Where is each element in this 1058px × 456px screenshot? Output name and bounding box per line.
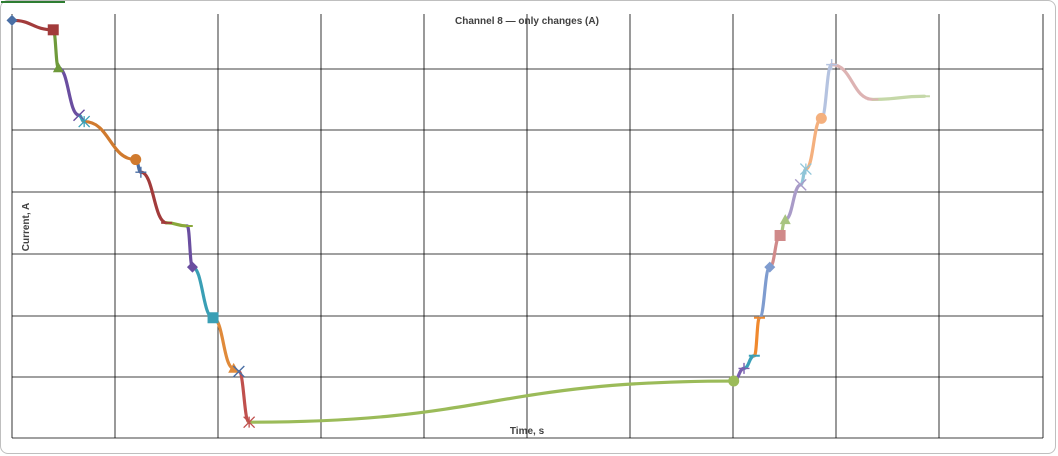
series-segment-10	[211, 316, 236, 370]
series-segment-4	[82, 119, 138, 162]
data-point-1	[47, 24, 59, 36]
series-segment-12	[237, 369, 251, 424]
data-point-15	[738, 362, 750, 374]
series-segment-15	[742, 354, 756, 370]
series-segment-1	[51, 28, 60, 70]
series-segment-8	[185, 224, 195, 269]
data-point-22	[799, 163, 812, 176]
data-point-23	[815, 112, 827, 124]
chart-title: Channel 8 — only changes (A)	[455, 16, 599, 27]
selection-indicator	[1, 1, 65, 3]
y-axis-label: Current, A	[21, 203, 32, 252]
plot-grid	[11, 14, 1044, 439]
data-point-4	[78, 115, 91, 128]
series-segment-23	[819, 63, 834, 121]
data-point-21	[794, 178, 807, 191]
series-segment-22	[804, 116, 823, 171]
series-segment-17	[757, 265, 772, 320]
data-point-14	[728, 375, 740, 387]
data-point-2	[52, 62, 64, 73]
data-point-24	[826, 59, 838, 71]
data-point-9	[186, 261, 198, 273]
data-point-18	[764, 261, 776, 273]
data-point-13	[243, 416, 256, 429]
data-point-3	[73, 109, 86, 122]
series-segment-20	[783, 183, 803, 222]
x-axis-label: Time, s	[510, 426, 545, 437]
series-segment-24	[830, 63, 875, 102]
data-point-19	[774, 229, 786, 241]
series-segment-13	[247, 379, 736, 424]
series-segment-0	[10, 18, 55, 32]
data-point-12	[232, 365, 245, 378]
series-segment-9	[190, 265, 215, 320]
data-point-20	[779, 214, 791, 225]
data-point-0	[6, 14, 18, 26]
series-markers	[6, 14, 930, 429]
series-segment-6	[139, 170, 169, 225]
data-point-6	[135, 166, 147, 178]
series-segment-25	[871, 94, 927, 102]
data-point-5	[130, 154, 142, 166]
data-point-11	[228, 362, 240, 373]
series-segment-16	[752, 316, 762, 358]
data-point-10	[207, 312, 219, 324]
series-segment-2	[56, 66, 81, 117]
